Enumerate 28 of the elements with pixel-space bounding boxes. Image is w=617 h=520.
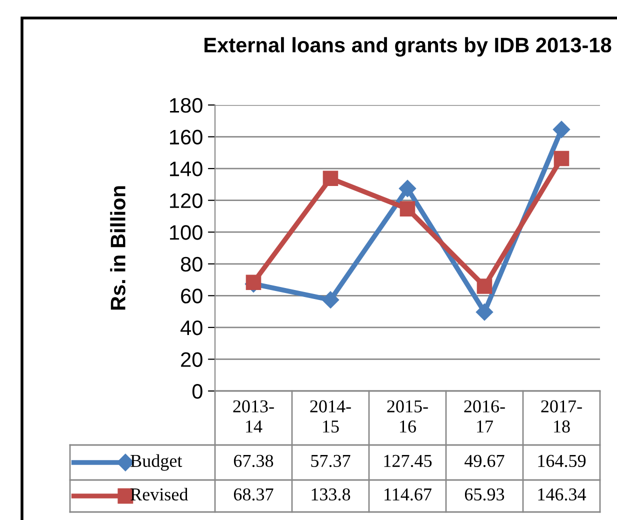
y-tick-label: 60: [181, 288, 202, 304]
data-label: 133.8: [312, 488, 350, 501]
data-label: 68.37: [234, 488, 274, 501]
y-tick-label: 160: [170, 130, 202, 145]
x-tick-label: 2016- 17: [464, 400, 505, 432]
x-tick-label: 2014- 15: [310, 400, 351, 433]
data-label: 164.59: [538, 454, 586, 468]
y-tick-label: 120: [170, 193, 202, 208]
data-label: 57.37: [311, 454, 350, 468]
data-label: 67.38: [234, 454, 274, 468]
data-label: 114.67: [384, 488, 432, 501]
legend-label: Budget: [130, 454, 182, 471]
y-tick-label: 80: [180, 256, 202, 272]
y-tick-label: 140: [170, 162, 202, 176]
data-label: 127.45: [384, 454, 432, 468]
y-axis-title: Rs. in Billion: [110, 186, 126, 310]
data-label: 49.67: [464, 454, 504, 468]
y-tick-label: 180: [170, 98, 202, 113]
chart-title: External loans and grants by IDB 2013-18: [204, 37, 612, 57]
x-tick-label: 2015- 16: [387, 400, 428, 433]
y-tick-label: 40: [180, 320, 202, 336]
x-tick-label: 2013- 14: [233, 400, 274, 432]
x-tick-label: 2017- 18: [541, 400, 582, 433]
data-label: 146.34: [538, 488, 586, 501]
y-tick-label: 0: [192, 384, 202, 399]
data-label: 65.93: [464, 488, 504, 501]
y-tick-label: 100: [170, 225, 202, 240]
y-tick-label: 20: [181, 352, 202, 367]
